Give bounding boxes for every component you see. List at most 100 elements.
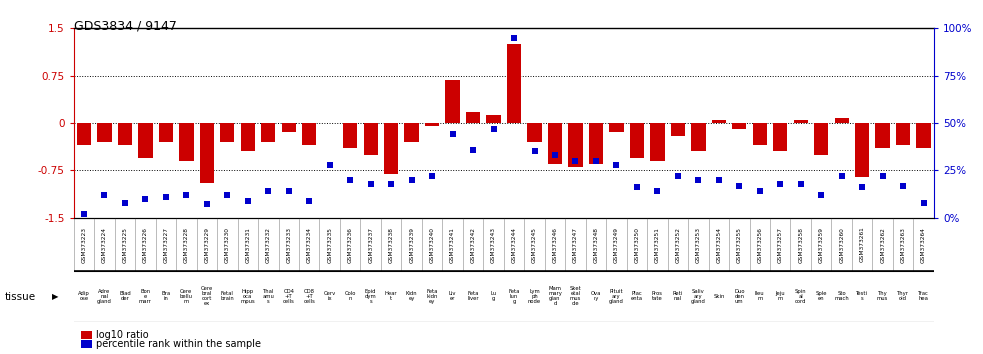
Bar xyxy=(916,123,931,148)
Text: GSM373262: GSM373262 xyxy=(880,227,885,263)
Bar xyxy=(568,123,583,167)
Text: Thyr
oid: Thyr oid xyxy=(897,291,909,302)
Point xyxy=(548,152,563,158)
Point xyxy=(199,202,214,207)
Text: GSM373226: GSM373226 xyxy=(143,227,147,263)
Point xyxy=(711,177,726,183)
Text: Kidn
ey: Kidn ey xyxy=(406,291,418,302)
Text: GSM373223: GSM373223 xyxy=(82,227,87,263)
Text: ▶: ▶ xyxy=(52,292,59,301)
Text: Thal
amu
s: Thal amu s xyxy=(262,289,274,304)
Bar xyxy=(670,123,685,136)
Bar xyxy=(97,123,112,142)
Point xyxy=(444,132,460,137)
Bar xyxy=(200,123,214,183)
Bar xyxy=(753,123,767,145)
Text: Feta
kidn
ey: Feta kidn ey xyxy=(427,289,437,304)
Text: GSM373245: GSM373245 xyxy=(532,227,537,263)
Text: Feta
lun
g: Feta lun g xyxy=(508,289,520,304)
Point xyxy=(588,158,604,164)
Text: GSM373252: GSM373252 xyxy=(675,227,680,263)
Text: GSM373242: GSM373242 xyxy=(471,227,476,263)
Point xyxy=(608,162,624,167)
Text: GSM373237: GSM373237 xyxy=(369,227,374,263)
Point xyxy=(117,200,133,205)
Point xyxy=(854,184,870,190)
Text: GSM373241: GSM373241 xyxy=(450,227,455,263)
Text: Reti
nal: Reti nal xyxy=(672,291,683,302)
Text: Saliv
ary
gland: Saliv ary gland xyxy=(691,289,706,304)
Text: Duo
den
um: Duo den um xyxy=(734,289,744,304)
Bar xyxy=(302,123,317,145)
Text: GSM373259: GSM373259 xyxy=(819,227,824,263)
Text: GSM373230: GSM373230 xyxy=(225,227,230,263)
Text: GSM373255: GSM373255 xyxy=(737,227,742,263)
Text: Bra
in: Bra in xyxy=(161,291,170,302)
Text: CD4
+T
cells: CD4 +T cells xyxy=(283,289,295,304)
Text: Spin
al
cord: Spin al cord xyxy=(795,289,806,304)
Text: GSM373233: GSM373233 xyxy=(286,227,291,263)
Bar xyxy=(691,123,706,152)
Point xyxy=(793,181,809,187)
Text: GSM373243: GSM373243 xyxy=(492,227,496,263)
Text: Hear
t: Hear t xyxy=(384,291,397,302)
Text: GSM373244: GSM373244 xyxy=(511,227,516,263)
Bar xyxy=(179,123,194,161)
Text: GSM373264: GSM373264 xyxy=(921,227,926,263)
Text: Cere
bellu
m: Cere bellu m xyxy=(180,289,193,304)
Bar xyxy=(425,123,439,126)
Point xyxy=(690,177,706,183)
Text: Cerv
ix: Cerv ix xyxy=(323,291,336,302)
Bar xyxy=(466,112,481,123)
Point xyxy=(773,181,788,187)
Point xyxy=(896,183,911,188)
Text: Thy
mus: Thy mus xyxy=(877,291,889,302)
Text: GSM373250: GSM373250 xyxy=(634,227,639,263)
Bar xyxy=(732,123,746,129)
Text: GDS3834 / 9147: GDS3834 / 9147 xyxy=(74,19,177,33)
Text: Blad
der: Blad der xyxy=(119,291,131,302)
Bar xyxy=(404,123,419,142)
Text: GSM373228: GSM373228 xyxy=(184,227,189,263)
Point xyxy=(567,158,583,164)
Point xyxy=(240,198,256,204)
Text: GSM373225: GSM373225 xyxy=(123,227,128,263)
Text: Trac
hea: Trac hea xyxy=(918,291,929,302)
Bar xyxy=(445,80,460,123)
Point xyxy=(629,184,645,190)
Bar xyxy=(630,123,644,158)
Text: Sket
etal
mus
cle: Sket etal mus cle xyxy=(569,286,581,307)
Text: GSM373253: GSM373253 xyxy=(696,227,701,263)
Text: GSM373239: GSM373239 xyxy=(409,227,414,263)
Point xyxy=(383,181,399,187)
Text: Colo
n: Colo n xyxy=(344,291,356,302)
Text: GSM373256: GSM373256 xyxy=(757,227,762,263)
Point xyxy=(158,194,174,200)
Text: GSM373247: GSM373247 xyxy=(573,227,578,263)
Bar xyxy=(364,123,377,155)
Bar xyxy=(281,123,296,132)
Point xyxy=(260,188,276,194)
Point xyxy=(76,211,91,217)
Text: tissue: tissue xyxy=(5,292,36,302)
Text: GSM373238: GSM373238 xyxy=(388,227,393,263)
Text: GSM373232: GSM373232 xyxy=(265,227,270,263)
Text: Sto
mach: Sto mach xyxy=(835,291,849,302)
Point xyxy=(138,196,153,202)
Text: Liv
er: Liv er xyxy=(449,291,456,302)
Text: GSM373261: GSM373261 xyxy=(860,227,865,262)
Bar xyxy=(158,123,173,142)
Text: GSM373236: GSM373236 xyxy=(348,227,353,263)
Point xyxy=(486,126,501,132)
Bar xyxy=(814,123,829,155)
Text: GSM373251: GSM373251 xyxy=(655,227,660,263)
Point xyxy=(465,147,481,152)
Point xyxy=(752,188,768,194)
Point xyxy=(321,162,337,167)
Text: GSM373257: GSM373257 xyxy=(778,227,782,263)
Text: Cere
bral
cort
ex: Cere bral cort ex xyxy=(201,286,213,307)
Text: GSM373224: GSM373224 xyxy=(102,227,107,263)
Point xyxy=(363,181,378,187)
Bar xyxy=(589,123,604,164)
Point xyxy=(834,173,849,179)
